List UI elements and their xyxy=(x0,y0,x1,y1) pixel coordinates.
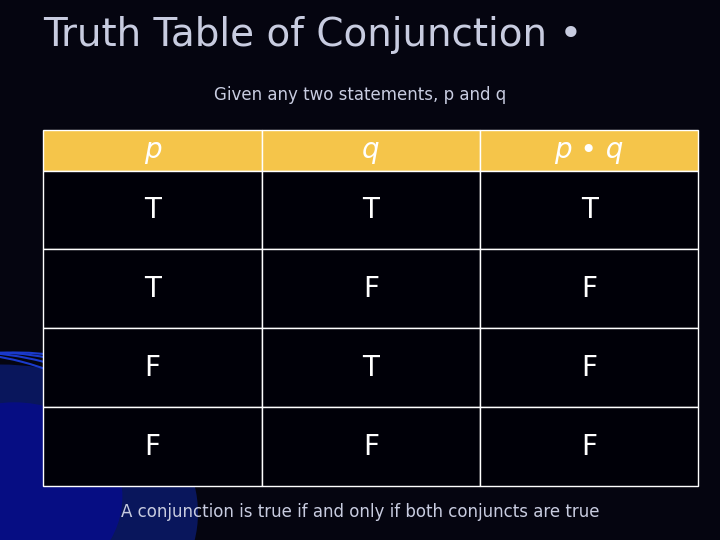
Text: F: F xyxy=(581,354,597,382)
Bar xyxy=(261,171,480,249)
Text: p • q: p • q xyxy=(554,136,624,164)
Text: F: F xyxy=(581,275,597,303)
Bar xyxy=(480,249,698,328)
Text: T: T xyxy=(581,196,598,224)
Text: p: p xyxy=(143,136,161,164)
Bar xyxy=(43,249,261,328)
Text: F: F xyxy=(145,433,161,461)
Text: Truth Table of Conjunction •: Truth Table of Conjunction • xyxy=(43,16,582,54)
Text: F: F xyxy=(363,433,379,461)
Text: q: q xyxy=(362,136,379,164)
Text: A conjunction is true if and only if both conjuncts are true: A conjunction is true if and only if bot… xyxy=(121,503,599,521)
Text: Given any two statements, p and q: Given any two statements, p and q xyxy=(214,86,506,104)
Text: T: T xyxy=(144,196,161,224)
Text: T: T xyxy=(362,354,379,382)
Ellipse shape xyxy=(0,364,198,540)
Bar xyxy=(261,130,480,171)
Bar xyxy=(43,171,261,249)
Bar xyxy=(43,407,261,486)
Bar xyxy=(261,328,480,407)
Text: F: F xyxy=(581,433,597,461)
Bar xyxy=(261,407,480,486)
Bar xyxy=(480,328,698,407)
Text: F: F xyxy=(363,275,379,303)
Bar xyxy=(480,407,698,486)
Bar xyxy=(480,130,698,171)
Ellipse shape xyxy=(0,402,122,540)
Text: T: T xyxy=(362,196,379,224)
Bar xyxy=(261,249,480,328)
Text: T: T xyxy=(144,275,161,303)
Bar xyxy=(43,328,261,407)
Bar xyxy=(43,130,261,171)
Text: F: F xyxy=(145,354,161,382)
Bar xyxy=(480,171,698,249)
